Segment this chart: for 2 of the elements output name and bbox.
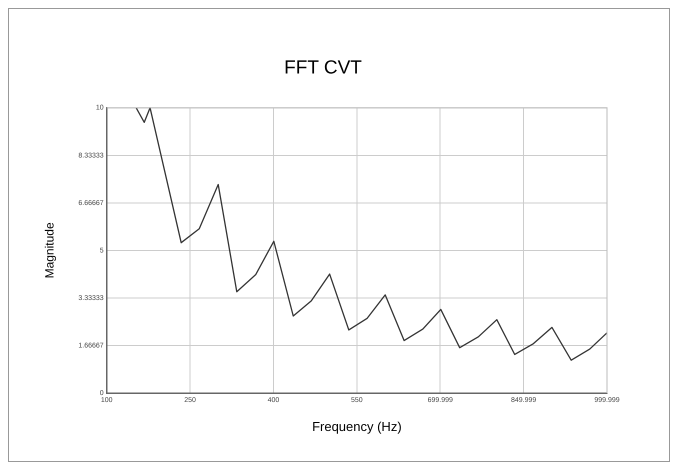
chart-title: FFT CVT <box>284 58 362 79</box>
y-axis-title: Magnitude <box>42 222 57 278</box>
